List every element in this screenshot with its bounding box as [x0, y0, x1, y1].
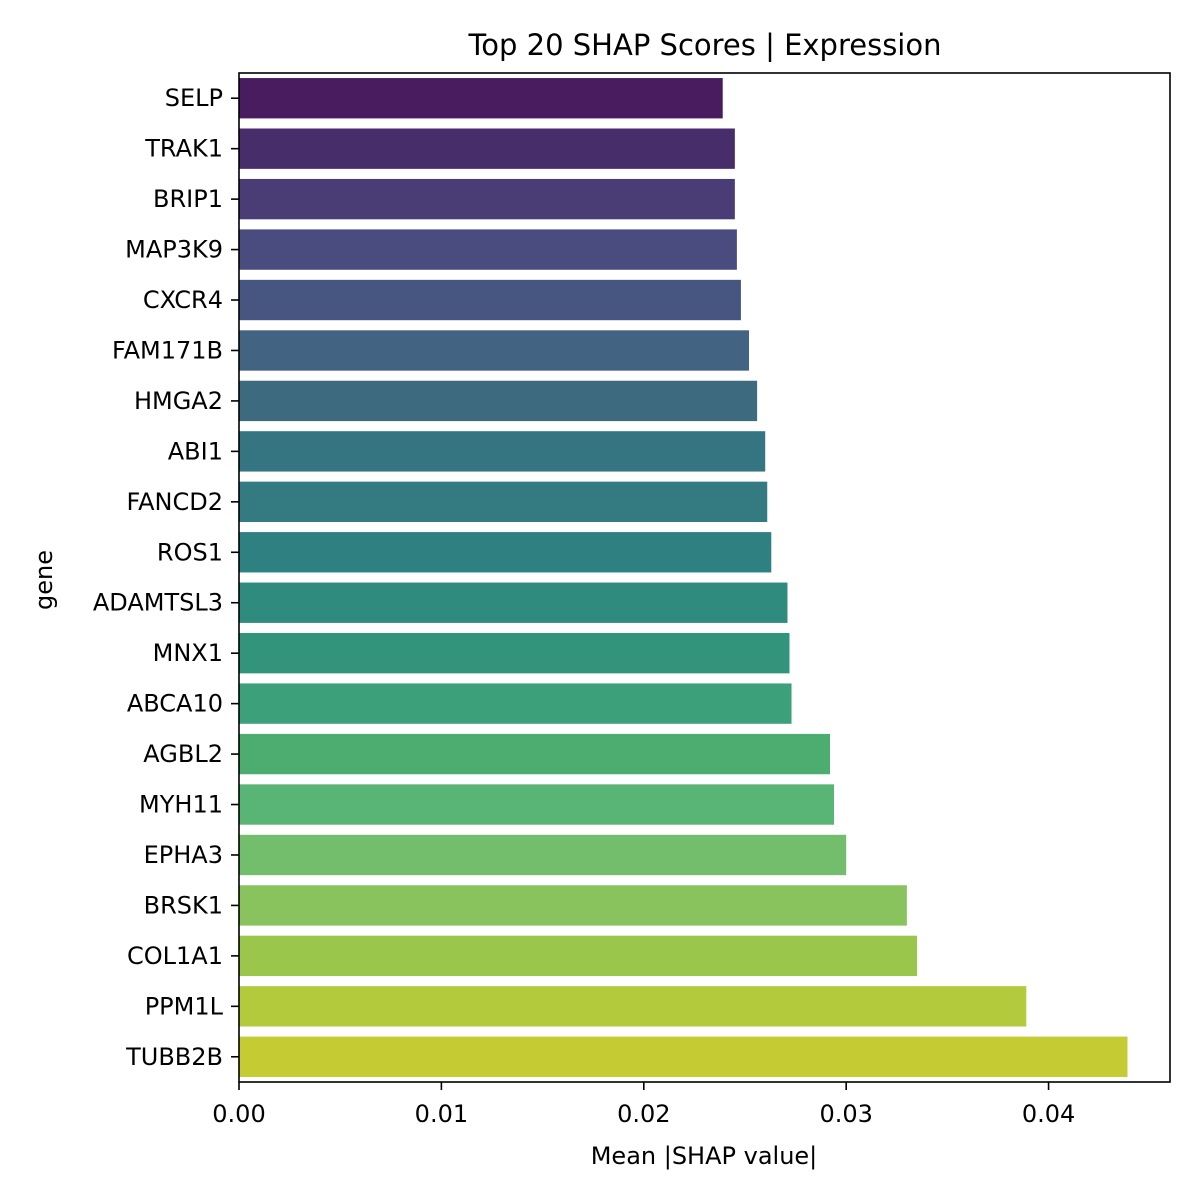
x-tick-label: 0.04 — [1022, 1100, 1075, 1128]
y-tick-label-fam171b: FAM171B — [112, 336, 223, 364]
bar-trak1 — [239, 128, 735, 169]
bar-hmga2 — [239, 380, 758, 422]
y-tick-label-col1a1: COL1A1 — [127, 942, 223, 970]
x-axis-title: Mean |SHAP value| — [591, 1142, 818, 1170]
y-tick-label-map3k9: MAP3K9 — [125, 236, 223, 264]
y-tick-label-ppm1l: PPM1L — [145, 992, 224, 1020]
bar-abi1 — [239, 431, 766, 472]
bar-cxcr4 — [239, 279, 741, 321]
y-tick-label-mnx1: MNX1 — [153, 639, 223, 667]
chart-title: Top 20 SHAP Scores | Expression — [468, 28, 942, 62]
x-axis: 0.00 0.01 0.02 0.03 0.04 — [212, 1082, 1075, 1128]
y-tick-label-selp: SELP — [165, 84, 223, 112]
bar-col1a1 — [239, 935, 918, 977]
bar-myh11 — [239, 784, 835, 825]
x-tick-label: 0.01 — [415, 1100, 468, 1128]
bar-selp — [239, 78, 723, 119]
plot-frame — [238, 72, 1171, 1083]
y-tick-label-fancd2: FANCD2 — [127, 488, 223, 516]
y-axis: SELP TRAK1 BRIP1 MAP3K9 CXCR4 FAM171B HMGA2 ABI… — [93, 84, 239, 1071]
bar-fancd2 — [239, 481, 768, 523]
y-tick-label-cxcr4: CXCR4 — [143, 286, 223, 314]
bar-map3k9 — [239, 229, 737, 270]
y-tick-label-ros1: ROS1 — [157, 538, 223, 566]
y-tick-label-abca10: ABCA10 — [127, 690, 223, 718]
y-tick-label-epha3: EPHA3 — [144, 841, 223, 869]
y-tick-label-agbl2: AGBL2 — [143, 740, 223, 768]
y-tick-label-abi1: ABI1 — [168, 437, 223, 465]
x-tick-label: 0.02 — [617, 1100, 670, 1128]
bar-epha3 — [239, 834, 847, 876]
bar-tubb2b — [239, 1036, 1128, 1077]
y-tick-label-tubb2b: TUBB2B — [125, 1043, 223, 1071]
y-tick-label-hmga2: HMGA2 — [134, 387, 223, 415]
x-tick-label: 0.03 — [819, 1100, 872, 1128]
bar-ros1 — [239, 532, 772, 573]
bar-abca10 — [239, 683, 792, 724]
bar-ppm1l — [239, 986, 1027, 1027]
bar-fam171b — [239, 330, 750, 371]
y-tick-label-adamtsl3: ADAMTSL3 — [93, 589, 223, 617]
bar-brip1 — [239, 178, 735, 220]
y-tick-label-brip1: BRIP1 — [153, 185, 223, 213]
bar-mnx1 — [239, 632, 790, 674]
bar-agbl2 — [239, 733, 830, 775]
x-tick-label: 0.00 — [212, 1100, 265, 1128]
y-tick-label-myh11: MYH11 — [139, 791, 223, 819]
y-axis-title: gene — [30, 550, 58, 610]
y-tick-label-trak1: TRAK1 — [144, 135, 223, 163]
y-tick-label-brsk1: BRSK1 — [144, 891, 223, 919]
bars-group — [239, 78, 1128, 1077]
bar-brsk1 — [239, 885, 907, 926]
bar-adamtsl3 — [239, 582, 788, 623]
